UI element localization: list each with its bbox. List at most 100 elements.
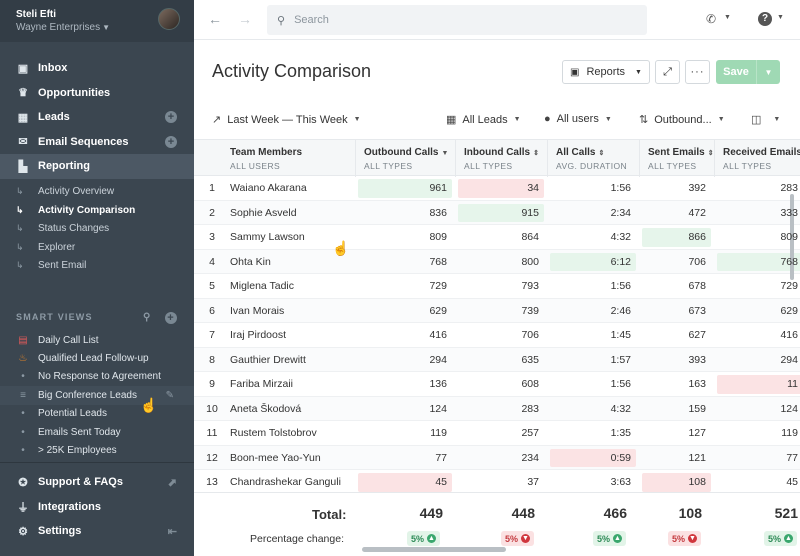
bullet-icon: • <box>21 408 25 420</box>
team-member-name[interactable]: Ivan Morais <box>230 304 285 317</box>
team-member-name[interactable]: Waiano Akarana <box>230 182 307 194</box>
cell-value: 136 <box>429 378 447 390</box>
drag-handle-icon[interactable]: ≡ <box>20 389 26 401</box>
add-lead-icon[interactable]: + <box>165 111 177 123</box>
cell-highlight <box>550 252 636 271</box>
vertical-scrollbar[interactable] <box>790 194 794 280</box>
cell-highlight <box>358 179 452 198</box>
cell-out: 136 <box>355 372 455 397</box>
team-member-name[interactable]: Aneta Škodová <box>230 402 302 415</box>
edit-icon[interactable]: ✎ <box>165 389 174 401</box>
date-range-filter[interactable]: ↗ Last Week — This Week ▼ <box>212 113 361 127</box>
main-nav: ▣ Inbox ♛ Opportunities ▦ Leads + ✉ Email Seq… <box>0 56 194 179</box>
more-button[interactable]: ··· <box>685 60 710 84</box>
phone-icon[interactable]: ✆ <box>706 12 717 26</box>
subnav-activity-overview[interactable]: ↳ Activity Overview <box>0 183 194 202</box>
search-icon[interactable]: ⚲ <box>143 312 152 323</box>
leads-filter[interactable]: ▦ All Leads ▼ <box>446 113 521 127</box>
avatar[interactable] <box>158 8 180 30</box>
team-member-name[interactable]: Sophie Asveld <box>230 206 297 219</box>
cell-value: 416 <box>780 329 798 341</box>
subnav-activity-comparison[interactable]: ↳ Activity Comparison <box>0 201 194 220</box>
smart-view-item[interactable]: ▤ Daily Call List <box>0 331 194 349</box>
table-row[interactable]: 10 Aneta Škodová 124 283 4:32 159 124 <box>194 396 800 421</box>
team-member-name[interactable]: Rustem Tolstobrov <box>230 427 317 439</box>
cell-dur: 1:56 <box>547 176 639 201</box>
column-header-sent-emails[interactable]: Sent Emails ⇕ ALL TYPES <box>639 140 714 177</box>
nav-item-leads[interactable]: ▦ Leads + <box>0 105 194 130</box>
caret-down-icon: ▼ <box>764 67 773 77</box>
add-sequence-icon[interactable]: + <box>165 135 177 148</box>
sort-filter[interactable]: ⇅ Outbound... ▼ <box>639 113 725 127</box>
nav-item-support[interactable]: ✪ Support & FAQs ⬈ <box>0 470 194 495</box>
table-row[interactable]: 9 Fariba Mirzaii 136 608 1:56 163 11 <box>194 372 800 397</box>
search-input[interactable] <box>294 14 615 26</box>
pct-change-inbound: 5% ▼ <box>501 531 535 546</box>
table-row[interactable]: 12 Boon-mee Yao-Yun 77 234 0:59 121 77 <box>194 445 800 471</box>
cell-in: 257 <box>455 421 547 446</box>
table-row[interactable]: 1 Waiano Akarana 961 34 1:56 392 283 <box>194 176 800 201</box>
column-header-inbound-calls[interactable]: Inbound Calls ⇕ ALL TYPES <box>455 140 547 177</box>
table-row[interactable]: 5 Miglena Tadic 729 793 1:56 678 729 <box>194 274 800 299</box>
team-member-name[interactable]: Sammy Lawson <box>230 231 305 243</box>
team-member-name[interactable]: Fariba Mirzaii <box>230 378 294 390</box>
nav-item-email-sequences[interactable]: ✉ Email Sequences + <box>0 130 194 155</box>
user-menu[interactable]: Steli Efti Wayne Enterprises ▼ <box>0 0 194 42</box>
smart-view-item[interactable]: ≡ Big Conference Leads ✎ <box>0 386 194 405</box>
help-icon[interactable]: ? <box>758 12 772 26</box>
collapse-sidebar-icon[interactable]: ⇤ <box>167 525 177 538</box>
team-member-name[interactable]: Chandrashekar Ganguli <box>230 476 341 488</box>
reports-dropdown[interactable]: ▣ Reports ▼ <box>562 60 650 84</box>
team-member-name[interactable]: Ohta Kin <box>230 255 271 268</box>
nav-item-inbox[interactable]: ▣ Inbox <box>0 56 194 81</box>
org-name: Wayne Enterprises <box>16 22 101 33</box>
table-row[interactable]: 6 Ivan Morais 629 739 2:46 673 629 <box>194 298 800 323</box>
team-member-name[interactable]: Boon-mee Yao-Yun <box>230 451 321 464</box>
cell-recv: 77 <box>714 446 800 471</box>
save-options-button[interactable]: ▼ <box>756 60 780 84</box>
nav-item-integrations[interactable]: ⏚ Integrations <box>0 495 194 520</box>
subnav-arrow-icon: ↳ <box>16 204 24 215</box>
caret-down-icon[interactable]: ▼ <box>777 14 784 21</box>
smart-view-item[interactable]: • > 25K Employees <box>0 441 194 459</box>
users-filter[interactable]: ● All users ▼ <box>544 113 612 125</box>
add-smart-view-icon[interactable]: + <box>165 312 177 324</box>
table-row[interactable]: 7 Iraj Pirdoost 416 706 1:45 627 416 <box>194 323 800 348</box>
nav-item-settings[interactable]: ⚙ Settings ⇤ <box>0 519 194 544</box>
subnav-label: Activity Overview <box>38 186 115 198</box>
table-row[interactable]: 11 Rustem Tolstobrov 119 257 1:35 127 119 <box>194 421 800 446</box>
cell-dur: 2:34 <box>547 201 639 226</box>
subnav-status-changes[interactable]: ↳ Status Changes <box>0 220 194 239</box>
cell-value: 800 <box>521 255 539 268</box>
subnav-sent-email[interactable]: ↳ Sent Email <box>0 257 194 276</box>
team-member-name[interactable]: Gauthier Drewitt <box>230 353 306 366</box>
smart-view-item[interactable]: • Potential Leads <box>0 405 194 423</box>
column-header-team-members[interactable]: Team Members ALL USERS <box>222 140 355 177</box>
nav-item-reporting[interactable]: ▙ Reporting <box>0 154 194 179</box>
team-member-name[interactable]: Iraj Pirdoost <box>230 329 287 341</box>
back-arrow-icon[interactable]: ← <box>208 11 222 27</box>
table-row[interactable]: 13 Chandrashekar Ganguli 45 37 3:63 108 45 <box>194 470 800 495</box>
cell-out: 768 <box>355 250 455 275</box>
smart-view-item[interactable]: • Emails Sent Today <box>0 423 194 441</box>
external-link-icon[interactable]: ⬈ <box>167 476 177 489</box>
table-row[interactable]: 4 Ohta Kin 768 800 6:12 706 768 <box>194 249 800 275</box>
table-row[interactable]: 2 Sophie Asveld 836 915 2:34 472 333 <box>194 200 800 226</box>
column-header-all-calls[interactable]: All Calls ⇕ AVG. DURATION <box>547 140 639 177</box>
nav-item-opportunities[interactable]: ♛ Opportunities <box>0 81 194 106</box>
caret-down-icon[interactable]: ▼ <box>724 14 731 21</box>
fullscreen-button[interactable]: ⤢ <box>655 60 680 84</box>
team-member-name[interactable]: Miglena Tadic <box>230 280 295 292</box>
table-row[interactable]: 8 Gauthier Drewitt 294 635 1:57 393 294 <box>194 347 800 372</box>
smart-view-item[interactable]: ♨ Qualified Lead Follow-up <box>0 349 194 367</box>
cell-value: 4:32 <box>610 402 631 415</box>
column-header-outbound-calls[interactable]: Outbound Calls ▼ ALL TYPES <box>355 140 455 177</box>
save-button[interactable]: Save <box>716 60 756 84</box>
subnav-explorer[interactable]: ↳ Explorer <box>0 238 194 257</box>
column-header-received-emails[interactable]: Received Emails⇕ ALL TYPES <box>714 140 800 177</box>
columns-toggle[interactable]: ◫ ▼ <box>751 113 780 126</box>
forward-arrow-icon[interactable]: → <box>238 11 252 27</box>
table-row[interactable]: 3 Sammy Lawson 809 864 4:32 866 809 <box>194 225 800 250</box>
smart-view-item[interactable]: • No Response to Agreement <box>0 368 194 386</box>
horizontal-scrollbar[interactable] <box>362 547 506 552</box>
